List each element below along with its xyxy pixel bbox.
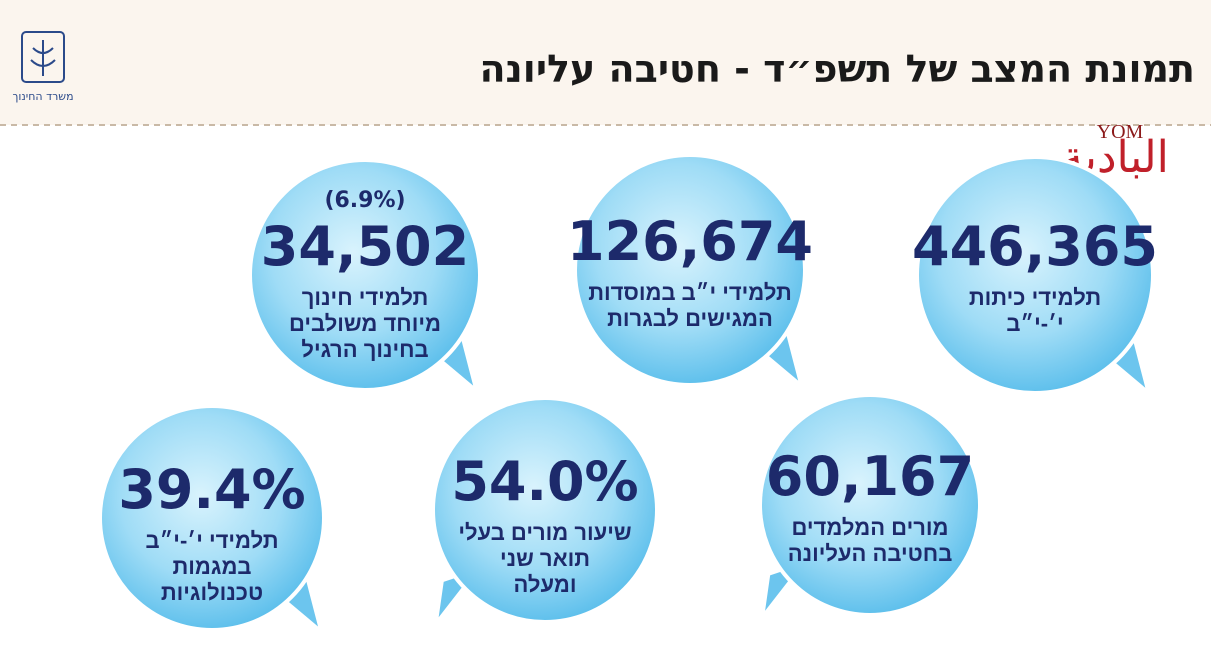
- stat-label: י׳-י״ב: [1006, 311, 1063, 336]
- stat-label: תלמידי חינוך: [302, 285, 429, 310]
- bubble: [915, 155, 1155, 395]
- bubble: [98, 404, 326, 632]
- stat-number: 39.4%: [118, 458, 305, 521]
- stat-label: מיוחד משולבים: [289, 311, 441, 336]
- bubble: [573, 153, 807, 387]
- header-background: [0, 0, 1211, 125]
- stat-number: 34,502: [261, 215, 469, 278]
- title: תמונת המצב של תשפ״ד - חטיבה עליונה: [479, 47, 1195, 91]
- stat-label: בחינוך הרגיל: [301, 337, 428, 362]
- logo-text: משרד החינוך: [12, 90, 73, 103]
- stat-label: ומעלה: [513, 572, 576, 597]
- stat-label: מורים המלמדים: [791, 515, 948, 540]
- bubble: [758, 393, 982, 617]
- ministry-emblem: [21, 31, 65, 83]
- watermark-latin: YOM: [1097, 121, 1144, 143]
- bubble: [248, 158, 482, 392]
- stat-label: תלמידי כיתות: [969, 285, 1101, 310]
- stat-number: 54.0%: [451, 450, 638, 513]
- stat-label: תלמידי י״ב במוסדות: [588, 280, 792, 305]
- stat-label: במגמות: [173, 554, 252, 579]
- stat-label: תלמידי י׳-י״ב: [146, 528, 279, 553]
- stat-note: (6.9%): [324, 188, 405, 213]
- stat-label: טכנולוגיות: [161, 580, 263, 605]
- bubble: [431, 396, 659, 624]
- stat-number: 446,365: [912, 215, 1158, 278]
- stat-label: שיעור מורים בעלי: [458, 520, 631, 545]
- stat-label: המגישים לבגרות: [607, 306, 773, 331]
- stat-label: בחטיבה העליונה: [788, 541, 953, 566]
- stat-label: תואר שני: [500, 546, 590, 571]
- stat-number: 126,674: [567, 210, 813, 273]
- stat-number: 60,167: [766, 445, 974, 508]
